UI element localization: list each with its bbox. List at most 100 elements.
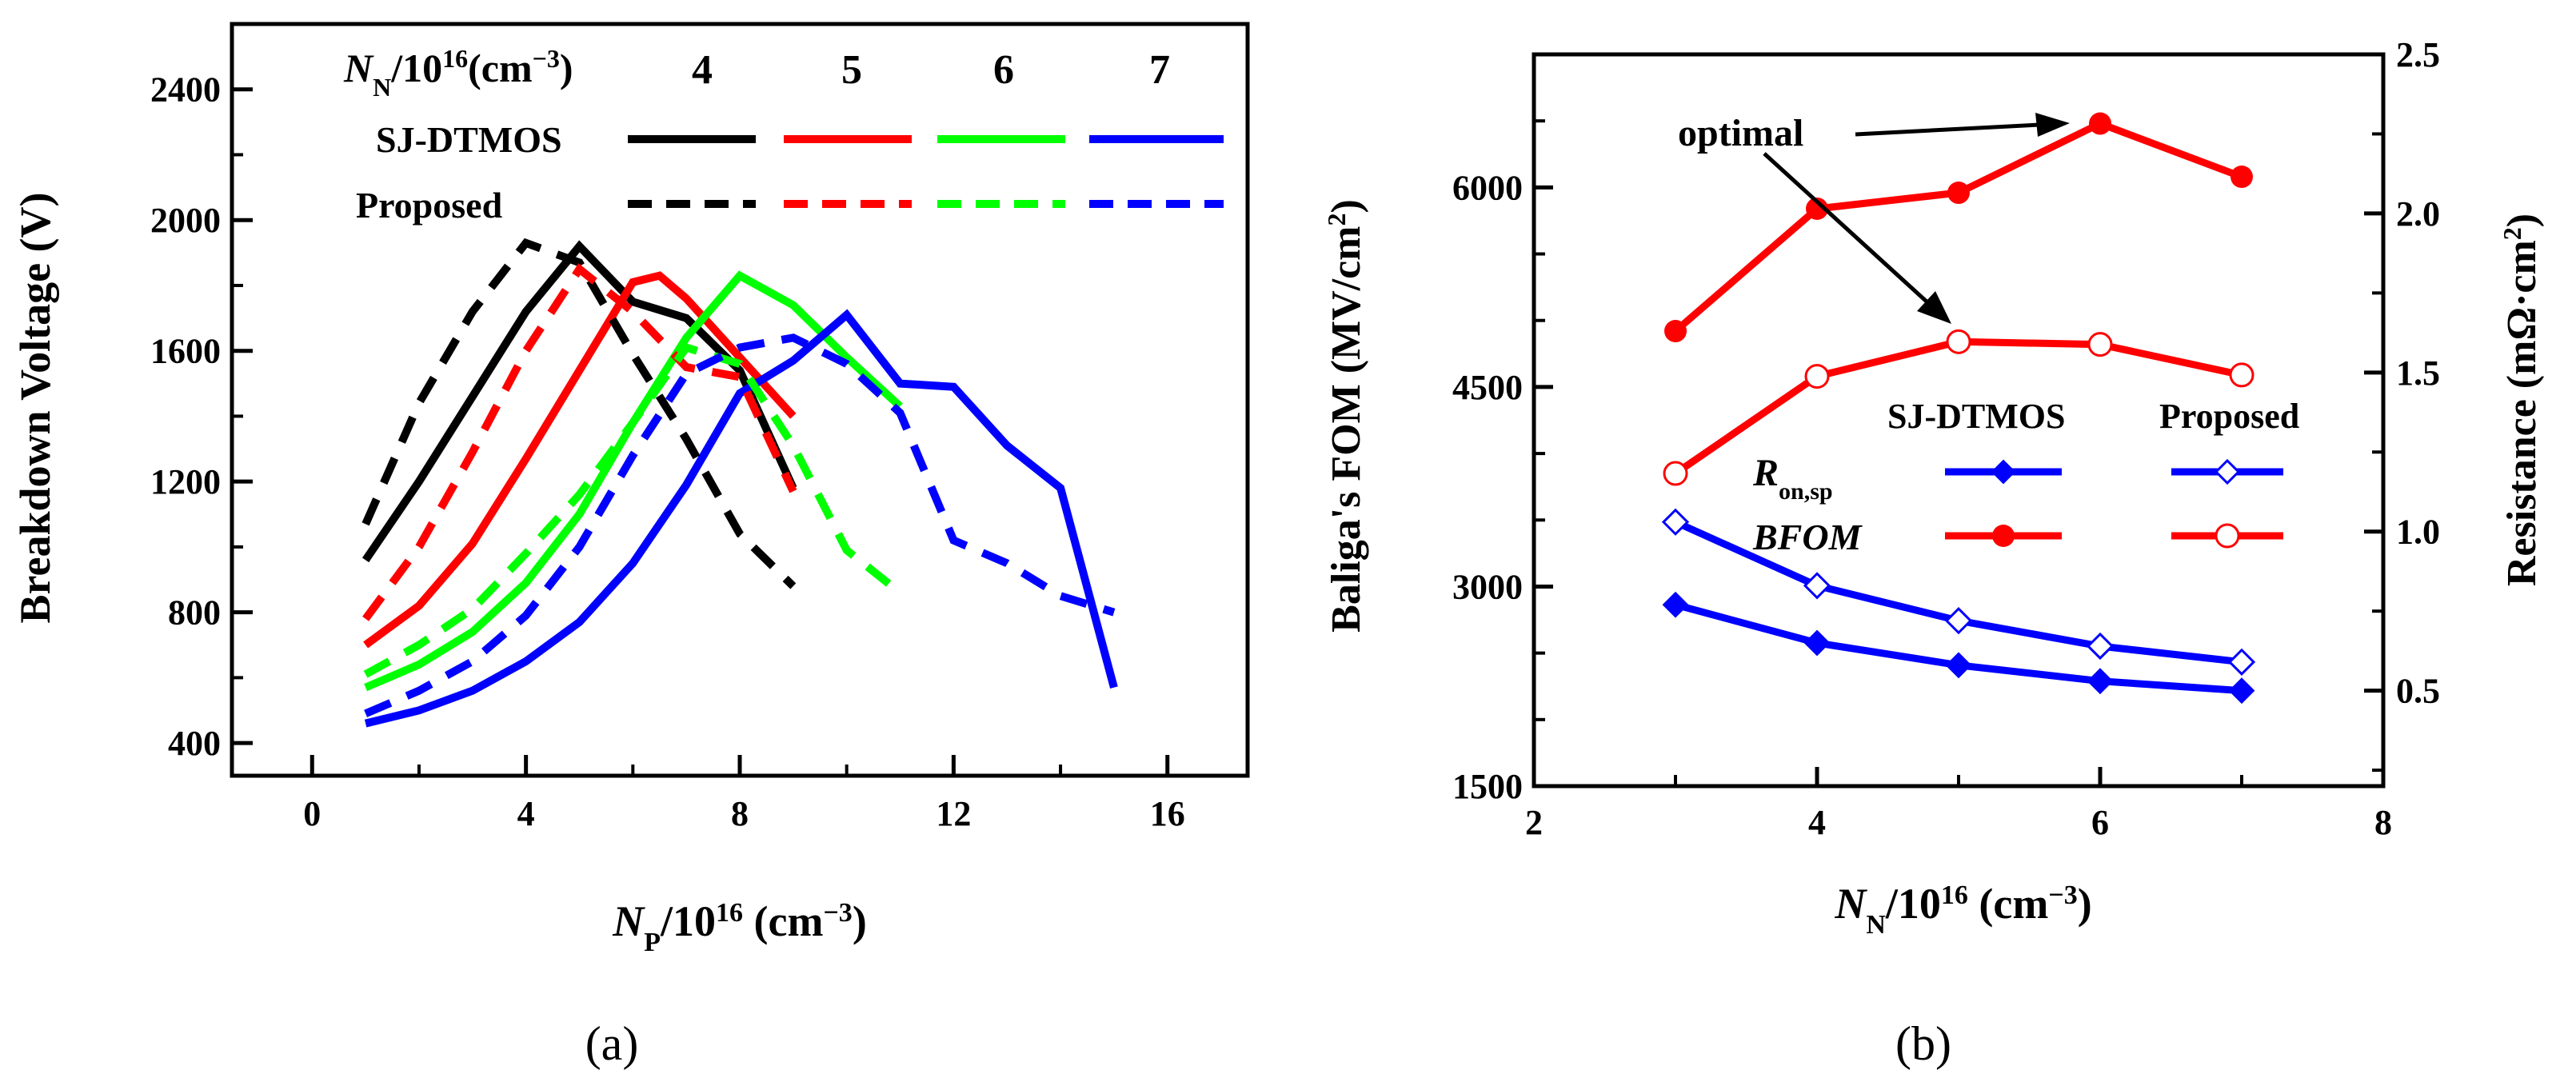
legend-a-header-sup: 16 bbox=[442, 44, 468, 73]
panel-a-xlabel-close: ) bbox=[853, 897, 867, 945]
series-bfom-sj-dtmos-point-3 bbox=[2089, 112, 2111, 135]
legend-b-row-ron: Ron,sp bbox=[1752, 452, 1833, 505]
legend-a-row-sjdtmos: SJ-DTMOS bbox=[376, 119, 562, 160]
legend-b-col-proposed: Proposed bbox=[2159, 397, 2299, 436]
legend-a-header-unit: (cm bbox=[468, 46, 533, 90]
panel-b-yrtick-label-0-5: 0.5 bbox=[2396, 672, 2440, 711]
series-ron-sp-sj-dtmos-point-2 bbox=[1945, 652, 1972, 679]
legend-b-row-ron-sym: R bbox=[1752, 452, 1779, 494]
panel-a-xlabel-unit-sup: −3 bbox=[823, 898, 852, 928]
panel-b-xlabel-sym: N bbox=[1834, 880, 1867, 928]
panel-b-ticks: 2 4 6 8 1500 3000 4500 6000 0.5 1.0 1.5 2.0 2.5 bbox=[1452, 35, 2440, 842]
series-proposed-nn-4 bbox=[361, 238, 797, 589]
legend-b-swatch-bfom-sjdtmos bbox=[1945, 525, 2062, 547]
panel-b-yltick-label-1500: 1500 bbox=[1452, 767, 1523, 806]
series-ron-sp-proposed-point-1 bbox=[1803, 572, 1831, 600]
panel-a-ticks: 0 4 8 12 16 400 800 1200 1600 2000 2400 bbox=[150, 70, 1185, 833]
series-ron-sp-sj-dtmos-point-1 bbox=[1803, 629, 1831, 657]
series-proposed-nn-5 bbox=[362, 263, 797, 621]
panel-a-ytick-label-1200: 1200 bbox=[150, 462, 221, 501]
panel-b-xtick-label-2: 2 bbox=[1525, 803, 1543, 842]
optimal-label: optimal bbox=[1678, 112, 1803, 154]
series-proposed-nn-6 bbox=[363, 342, 903, 678]
panel-a-xtick-label-16: 16 bbox=[1150, 794, 1185, 833]
panel-a-xlabel: NP/1016 (cm−3) bbox=[612, 897, 867, 957]
panel-a-xlabel-rest: /10 bbox=[660, 897, 716, 945]
panel-b-xlabel: NN/1016 (cm−3) bbox=[1834, 880, 2091, 940]
legend-b-swatch-bfom-proposed bbox=[2171, 523, 2283, 549]
panel-b-label: (b) bbox=[1895, 1017, 1951, 1070]
panel-a-label: (a) bbox=[585, 1017, 639, 1070]
panel-b-ylabel-right-sup: 2 bbox=[2498, 227, 2526, 240]
series-bfom-proposed-point-1 bbox=[1804, 364, 1830, 389]
panel-b-ylabel-left-text: Baliga's FOM (MV/cm bbox=[1324, 226, 1369, 632]
series-ron-sp-proposed-point-0 bbox=[1661, 508, 1690, 536]
panel-b-ylabel-left-sup: 2 bbox=[1322, 213, 1351, 226]
legend-a-header-unit-sup: −3 bbox=[533, 44, 560, 73]
series-bfom-sj-dtmos-point-2 bbox=[1947, 182, 1970, 205]
panel-b-xlabel-sub: N bbox=[1866, 910, 1886, 940]
panel-a-xlabel-sym: N bbox=[612, 897, 645, 945]
panel-b-ylabel-right-text: Resistance (mΩ·cm bbox=[2499, 240, 2545, 586]
legend-a-value-6: 6 bbox=[993, 47, 1014, 93]
panel-b-legend: SJ-DTMOS Proposed Ron,sp BFOM bbox=[1752, 397, 2299, 557]
panel-b-ylabel-left: Baliga's FOM (MV/cm2) bbox=[1322, 199, 1369, 633]
panel-b-ylabel-right: Resistance (mΩ·cm2) bbox=[2498, 214, 2545, 586]
series-bfom-sj-dtmos-point-4 bbox=[2231, 166, 2253, 189]
series-ron-sp-proposed-point-2 bbox=[1944, 607, 1973, 635]
panel-a-ylabel: Breakdown Voltage (V) bbox=[11, 192, 59, 623]
panel-b-xlabel-sup: 16 bbox=[1941, 880, 1968, 910]
panel-b-yrtick-label-1-0: 1.0 bbox=[2396, 513, 2440, 552]
panel-a-xlabel-unit: (cm bbox=[743, 897, 823, 945]
series-bfom-proposed-point-2 bbox=[1946, 329, 1971, 354]
panel-b-yrtick-label-1-5: 1.5 bbox=[2396, 353, 2440, 393]
panel-b-xlabel-unit-sup: −3 bbox=[2048, 880, 2077, 910]
legend-b-swatch-ron-proposed bbox=[2171, 458, 2283, 485]
panel-b-xtick-label-6: 6 bbox=[2091, 803, 2109, 842]
panel-a-ytick-label-800: 800 bbox=[168, 593, 221, 633]
panel-b-xlabel-unit: (cm bbox=[1968, 880, 2048, 928]
series-bfom-proposed-point-0 bbox=[1663, 461, 1688, 486]
panel-a-series bbox=[361, 238, 1118, 728]
panel-b-yltick-label-6000: 6000 bbox=[1452, 168, 1523, 207]
panel-a-legend: NN/1016(cm−3) 4 5 6 7 SJ-DTMOS Proposed bbox=[343, 44, 1224, 226]
series-ron-sp-sj-dtmos-point-3 bbox=[2087, 668, 2114, 695]
panel-b-xtick-label-4: 4 bbox=[1808, 803, 1826, 842]
legend-b-row-ron-sub: on,sp bbox=[1779, 478, 1833, 505]
panel-b-xtick-label-8: 8 bbox=[2374, 803, 2392, 842]
legend-a-value-4: 4 bbox=[692, 47, 713, 93]
panel-a-xtick-label-12: 12 bbox=[936, 794, 971, 833]
optimal-arrow-1 bbox=[1855, 113, 2070, 137]
series-bfom-sj-dtmos-point-0 bbox=[1664, 320, 1687, 343]
legend-b-swatch-ron-sjdtmos bbox=[1945, 459, 2062, 485]
panel-b-xlabel-close: ) bbox=[2078, 880, 2092, 928]
panel-b-ylabel-left-close: ) bbox=[1324, 199, 1369, 213]
series-bfom-proposed-point-4 bbox=[2229, 362, 2254, 388]
panel-a-xtick-label-8: 8 bbox=[731, 794, 749, 833]
panel-a-ytick-label-2000: 2000 bbox=[150, 201, 221, 240]
series-sj-dtmos-nn-7 bbox=[364, 309, 1118, 728]
panel-b-xlabel-rest: /10 bbox=[1885, 880, 1941, 928]
legend-a-header-close: ) bbox=[560, 46, 573, 90]
series-sj-dtmos-nn-4 bbox=[361, 240, 797, 563]
panel-a-xtick-label-4: 4 bbox=[517, 794, 535, 833]
panel-b-series bbox=[1661, 112, 2256, 705]
series-bfom-sj-dtmos-line bbox=[1673, 119, 2243, 334]
series-sj-dtmos-nn-5 bbox=[363, 271, 797, 649]
panel-a-xlabel-sup: 16 bbox=[716, 898, 743, 928]
panel-a-ytick-label-2400: 2400 bbox=[150, 70, 221, 110]
series-ron-sp-sj-dtmos-point-0 bbox=[1662, 591, 1689, 618]
panel-b-yltick-label-3000: 3000 bbox=[1452, 567, 1523, 606]
series-ron-sp-sj-dtmos-point-4 bbox=[2228, 677, 2255, 705]
panel-b-yrtick-label-2-0: 2.0 bbox=[2396, 194, 2440, 234]
series-ron-sp-proposed-point-3 bbox=[2086, 632, 2115, 661]
panel-a-xlabel-sub: P bbox=[644, 928, 661, 957]
legend-a-header: NN/1016(cm−3) bbox=[343, 44, 573, 102]
panel-a-ytick-label-400: 400 bbox=[168, 724, 221, 763]
legend-a-header-rest: /10 bbox=[390, 46, 442, 90]
panel-a-ytick-label-1600: 1600 bbox=[150, 332, 221, 371]
series-proposed-nn-7 bbox=[364, 333, 1116, 717]
panel-b: 2 4 6 8 1500 3000 4500 6000 0.5 1.0 1.5 2.0 2.5 opti… bbox=[1322, 35, 2545, 1070]
